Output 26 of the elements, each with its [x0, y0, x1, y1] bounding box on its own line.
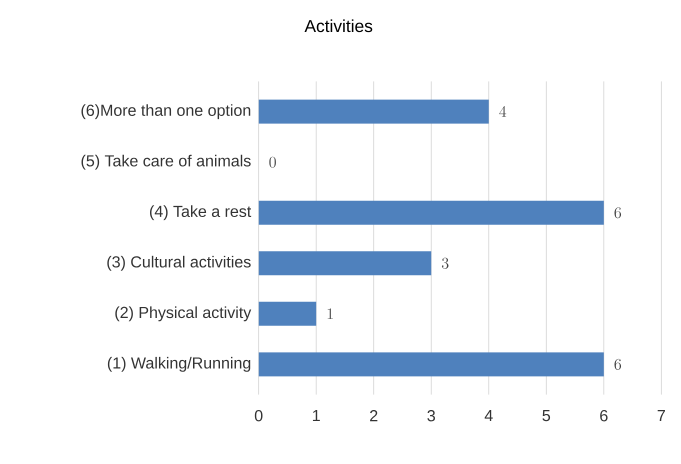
- y-tick-label: (6)More than one option: [81, 104, 250, 120]
- x-tick-label: 7: [658, 410, 665, 422]
- x-tick-label: 6: [600, 410, 608, 422]
- y-tick-label: (2) Physical activity: [115, 306, 252, 322]
- y-tick-label: (4) Take a rest: [150, 205, 252, 220]
- y-tick-label: (5) Take care of animals: [82, 154, 251, 170]
- data-label: 6: [614, 207, 622, 218]
- bar: [258, 302, 316, 326]
- bar: [258, 352, 604, 376]
- bar: [258, 251, 432, 276]
- x-tick-label: 1: [312, 410, 320, 422]
- x-tick-label: 0: [254, 410, 262, 422]
- data-label: 3: [442, 258, 448, 269]
- bar: [258, 200, 604, 225]
- x-tick-label: 3: [427, 410, 435, 422]
- x-tick-label: 4: [484, 410, 493, 422]
- bar: [258, 100, 489, 124]
- data-label: 4: [499, 106, 506, 117]
- y-tick-label: (3) Cultural activities: [107, 256, 251, 271]
- x-tick-label: 5: [542, 410, 550, 422]
- data-label: 0: [269, 156, 276, 168]
- y-tick-label: (1) Walking/Running: [108, 356, 250, 372]
- x-tick-label: 2: [370, 410, 378, 422]
- data-label: 6: [614, 358, 622, 370]
- chart-title: Activities: [304, 19, 372, 32]
- data-label: 1: [328, 308, 333, 319]
